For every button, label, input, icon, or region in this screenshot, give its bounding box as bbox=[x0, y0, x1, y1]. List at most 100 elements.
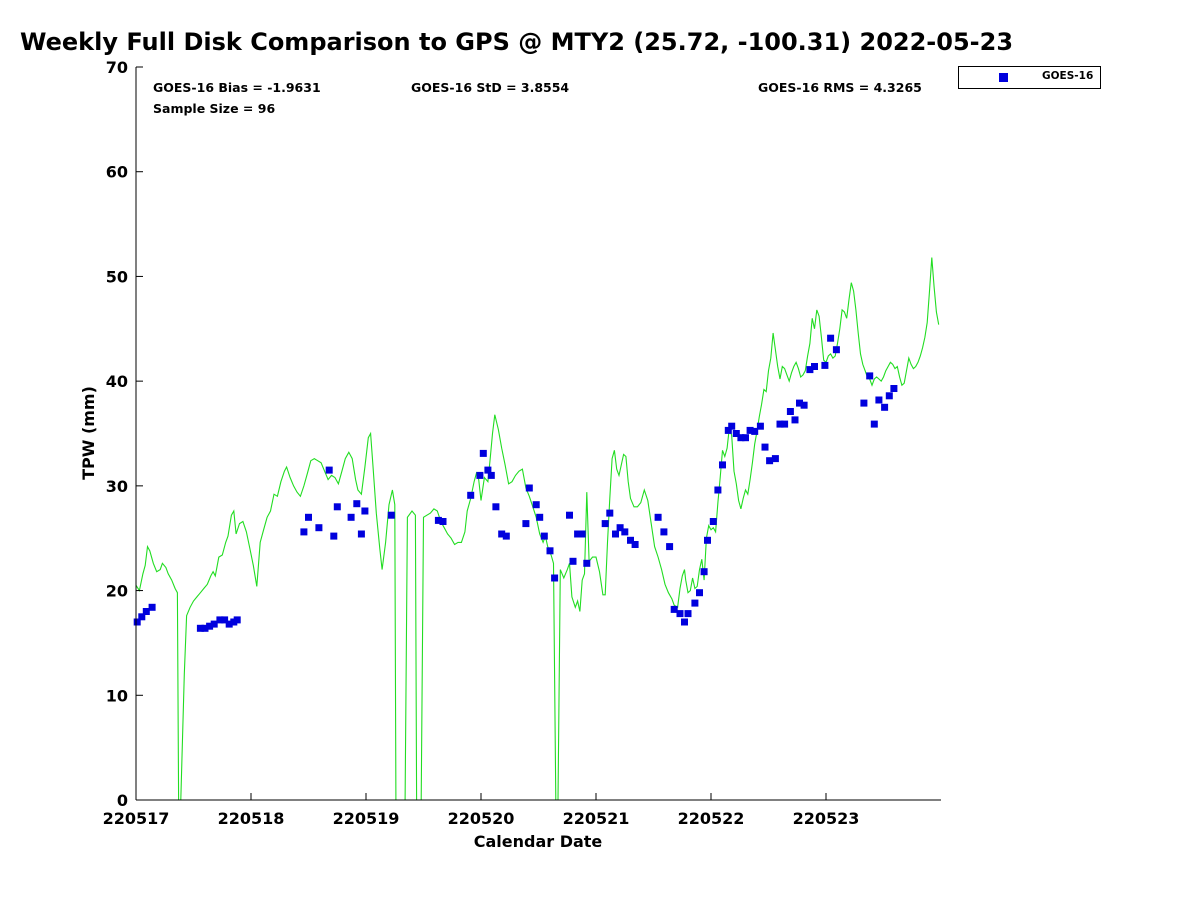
x-tick-label: 220522 bbox=[678, 809, 745, 828]
goes16-data-point bbox=[487, 471, 495, 479]
goes16-data-point bbox=[796, 399, 803, 407]
goes16-data-point bbox=[761, 443, 769, 451]
goes16-data-point bbox=[210, 620, 218, 628]
goes16-data-point bbox=[709, 518, 717, 525]
goes16-data-point bbox=[333, 503, 341, 511]
goes16-data-point bbox=[875, 396, 883, 404]
x-axis-label: Calendar Date bbox=[474, 832, 603, 851]
y-tick-label: 0 bbox=[117, 791, 128, 810]
x-tick-label: 220521 bbox=[563, 809, 630, 828]
goes16-data-point bbox=[583, 559, 591, 567]
goes16-data-point bbox=[536, 513, 544, 521]
x-tick-label: 220523 bbox=[793, 809, 860, 828]
goes16-data-point bbox=[691, 599, 699, 607]
legend: GOES-16 bbox=[958, 66, 1101, 89]
goes16-data-point bbox=[574, 530, 582, 538]
sample-size-stat: Sample Size = 96 bbox=[153, 101, 276, 116]
goes16-data-point bbox=[751, 427, 759, 435]
goes16-data-point bbox=[827, 334, 835, 342]
x-tick-label: 220517 bbox=[103, 809, 170, 828]
goes16-data-point bbox=[330, 532, 338, 540]
goes16-data-point bbox=[728, 422, 736, 430]
goes16-data-point bbox=[724, 426, 732, 434]
goes16-data-point bbox=[532, 501, 540, 509]
goes16-data-point bbox=[660, 528, 668, 536]
goes16-data-point bbox=[885, 392, 893, 400]
goes16-data-point bbox=[606, 509, 614, 517]
goes16-data-point bbox=[133, 618, 141, 626]
goes16-data-point bbox=[305, 513, 312, 521]
goes16-data-point bbox=[479, 449, 487, 457]
goes16-data-point bbox=[566, 511, 573, 519]
y-axis-label: TPW (mm) bbox=[79, 386, 98, 480]
goes16-data-point bbox=[142, 608, 150, 615]
goes16-data-point bbox=[206, 622, 214, 630]
goes16-data-point bbox=[776, 420, 784, 428]
y-tick-label: 30 bbox=[106, 477, 128, 496]
goes16-data-point bbox=[325, 466, 333, 474]
goes16-data-point bbox=[353, 500, 361, 508]
goes16-data-point bbox=[233, 616, 241, 624]
axes: 0 10 20 30 40 50 60 70 220517 220518 220519 220520 2… bbox=[103, 58, 941, 828]
goes16-data-point bbox=[484, 466, 492, 474]
goes16-data-point bbox=[525, 484, 533, 492]
goes16-data-point bbox=[791, 416, 799, 424]
goes16-data-point bbox=[498, 530, 506, 538]
goes16-data-point bbox=[666, 543, 674, 551]
legend-marker bbox=[999, 73, 1008, 82]
goes16-data-point bbox=[786, 408, 794, 415]
goes16-data-point bbox=[357, 530, 365, 538]
goes16-data-point bbox=[569, 557, 577, 565]
goes16-data-point bbox=[551, 574, 559, 582]
gps-line-layer bbox=[135, 257, 940, 801]
goes16-data-point bbox=[832, 346, 840, 354]
goes16-data-point bbox=[492, 503, 500, 511]
goes16-data-point bbox=[434, 516, 442, 524]
goes16-data-point bbox=[800, 401, 808, 409]
y-tick-label: 60 bbox=[106, 163, 128, 182]
goes-points-layer bbox=[133, 334, 898, 632]
goes16-data-point bbox=[578, 530, 586, 538]
goes16-data-point bbox=[781, 420, 789, 428]
goes16-data-point bbox=[476, 471, 484, 479]
goes16-data-point bbox=[890, 385, 898, 392]
goes16-data-point bbox=[700, 568, 708, 576]
goes16-data-point bbox=[696, 589, 703, 597]
goes16-data-point bbox=[616, 524, 624, 532]
goes16-data-point bbox=[866, 372, 874, 380]
goes16-data-point bbox=[870, 420, 878, 428]
goes16-data-point bbox=[221, 616, 229, 624]
x-tick-label: 220519 bbox=[333, 809, 400, 828]
goes16-data-point bbox=[361, 507, 369, 515]
goes16-data-point bbox=[631, 541, 639, 548]
rms-stat: GOES-16 RMS = 4.3265 bbox=[758, 80, 922, 95]
gps-line-segment bbox=[557, 257, 940, 801]
goes16-data-point bbox=[540, 532, 548, 540]
goes16-data-point bbox=[201, 624, 209, 632]
goes16-data-point bbox=[225, 620, 233, 628]
gps-line-segment bbox=[404, 510, 418, 801]
goes16-data-point bbox=[681, 618, 688, 626]
goes16-data-point bbox=[684, 610, 692, 618]
y-tick-label: 20 bbox=[106, 582, 128, 601]
y-tick-label: 50 bbox=[106, 267, 128, 286]
chart-title: Weekly Full Disk Comparison to GPS @ MTY… bbox=[20, 28, 1014, 56]
goes16-data-point bbox=[315, 524, 323, 532]
gps-line-segment bbox=[135, 544, 180, 801]
goes16-data-point bbox=[439, 518, 447, 525]
goes16-data-point bbox=[746, 426, 754, 434]
goes16-data-point bbox=[467, 491, 475, 499]
goes16-data-point bbox=[860, 399, 868, 407]
goes16-data-point bbox=[670, 605, 678, 613]
goes16-data-point bbox=[627, 536, 634, 544]
bias-stat: GOES-16 Bias = -1.9631 bbox=[153, 80, 321, 95]
goes16-data-point bbox=[737, 434, 745, 442]
goes16-data-point bbox=[196, 624, 204, 632]
goes16-data-point bbox=[387, 511, 395, 519]
goes16-data-point bbox=[347, 513, 355, 521]
goes16-data-point bbox=[714, 486, 722, 494]
goes16-data-point bbox=[806, 366, 814, 374]
goes16-data-point bbox=[704, 536, 711, 544]
goes16-data-point bbox=[148, 603, 156, 611]
